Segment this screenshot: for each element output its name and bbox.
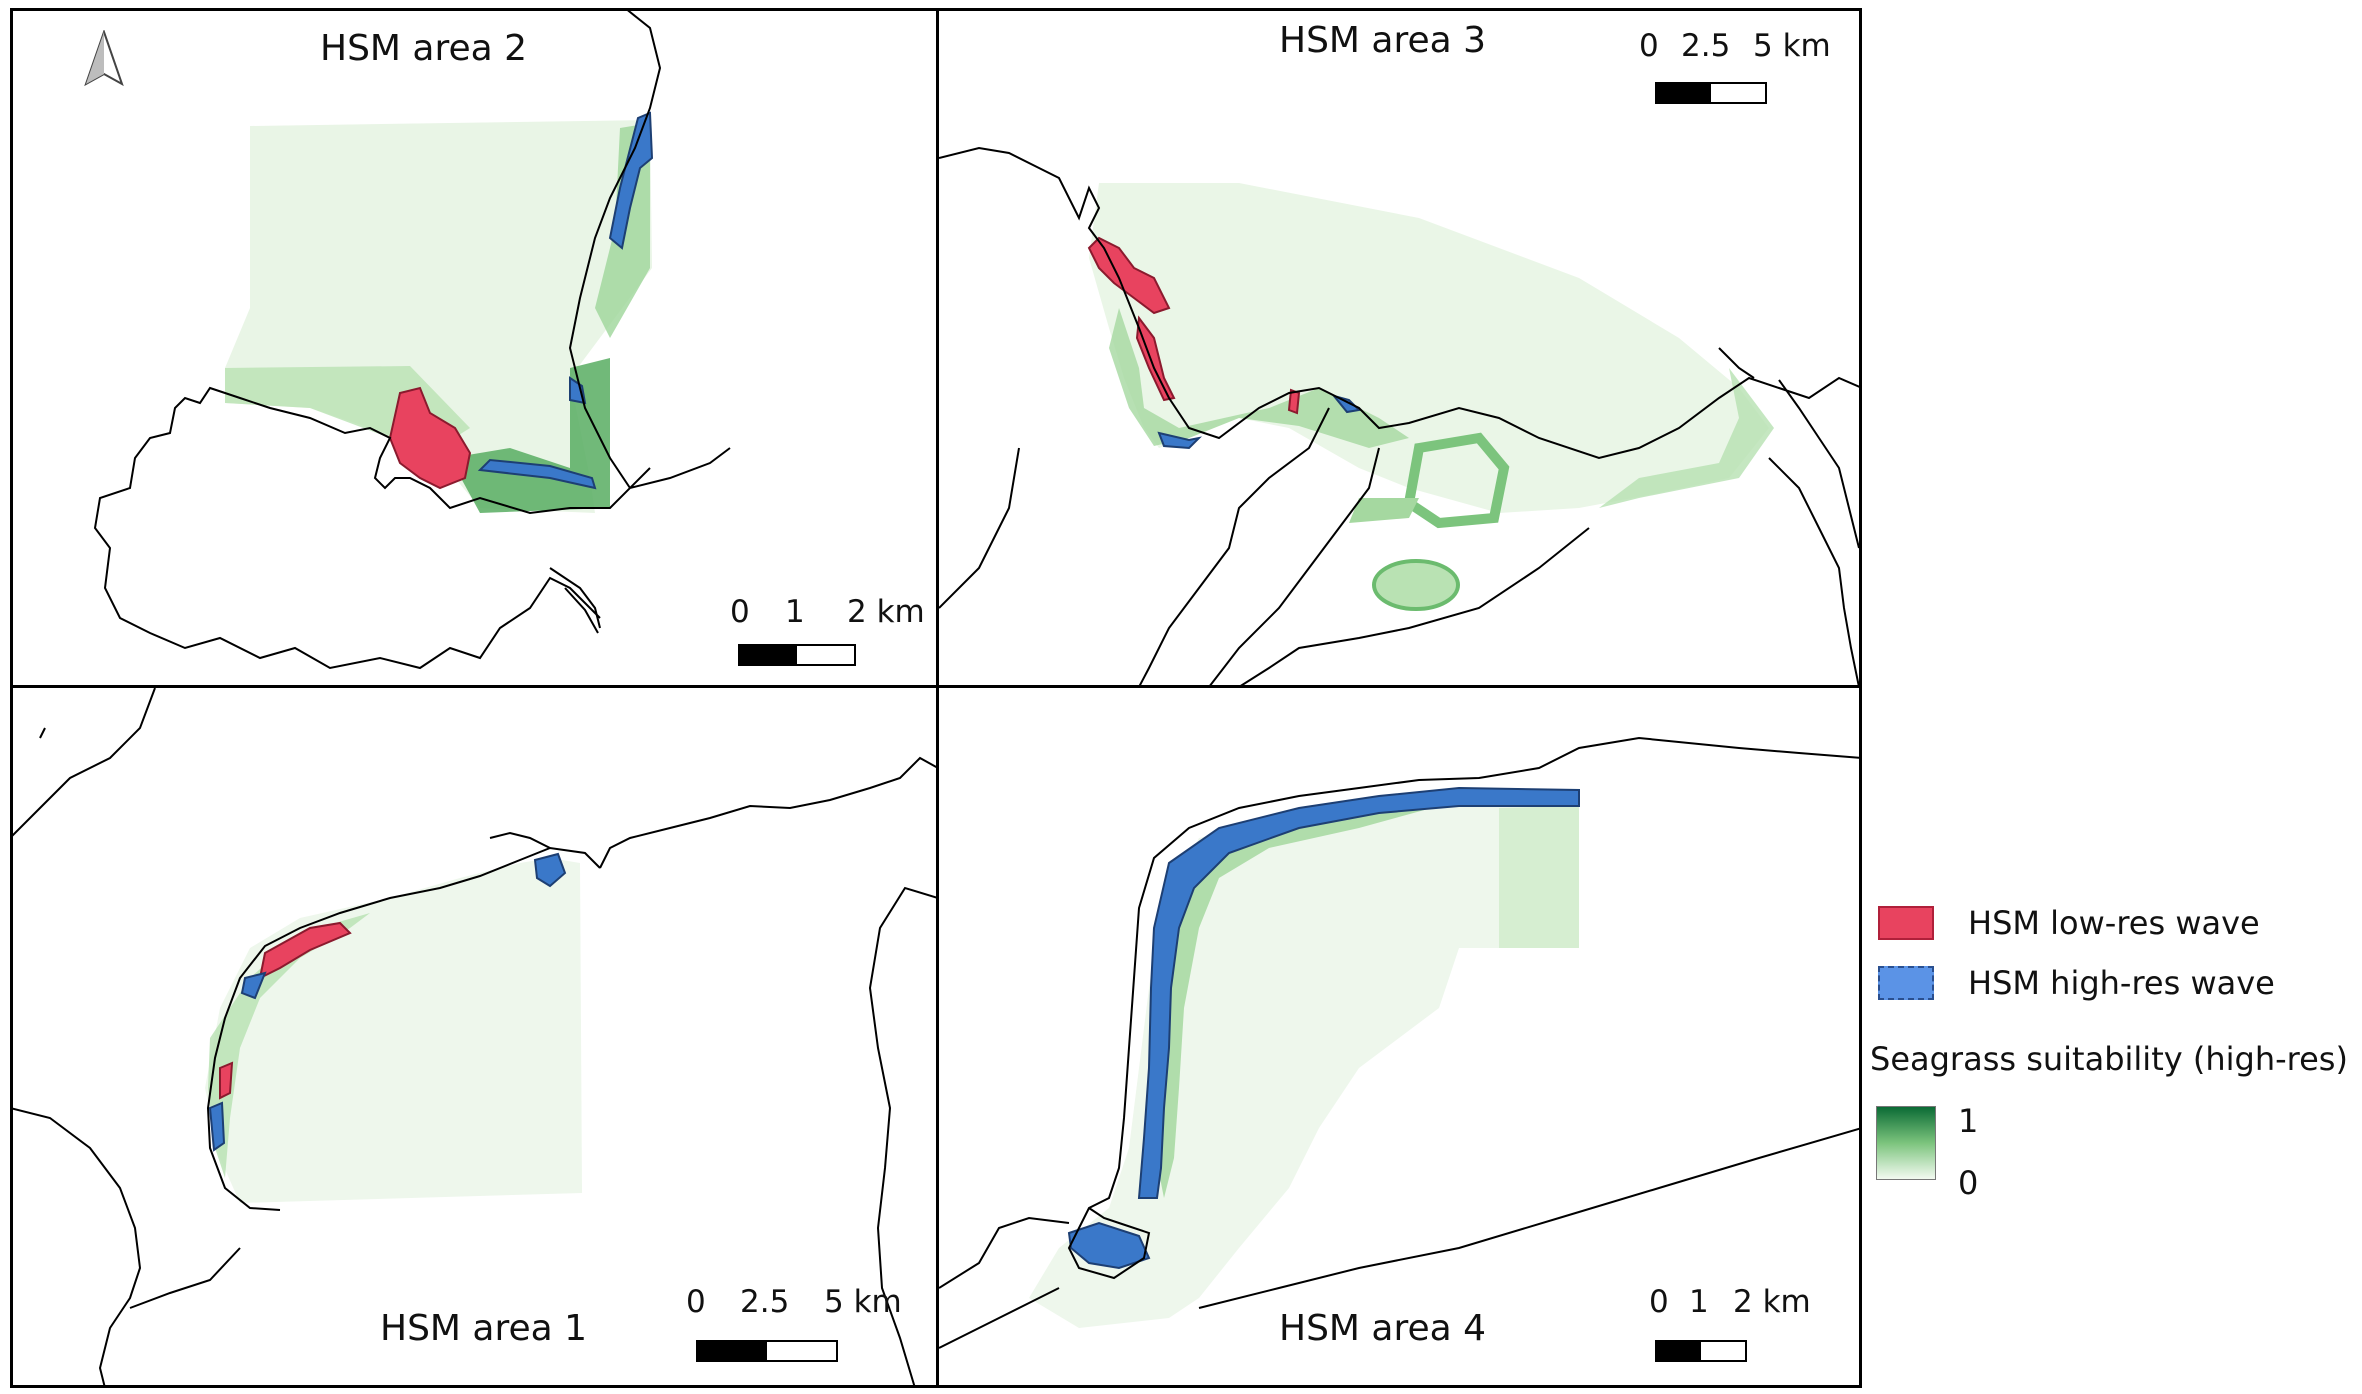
panel-divider-vertical bbox=[936, 8, 939, 1388]
legend-gradient-bar bbox=[1876, 1106, 1936, 1180]
panel-title: HSM area 2 bbox=[320, 28, 528, 69]
high-res-patch bbox=[608, 111, 654, 250]
coastline bbox=[489, 831, 551, 849]
coastline bbox=[1067, 736, 1862, 1280]
high-res-patch bbox=[477, 458, 597, 490]
scalebar-label-2: 2 km bbox=[1733, 1284, 1811, 1320]
coastline bbox=[868, 886, 938, 1388]
map-area-3 bbox=[939, 146, 1862, 687]
scalebar-label-0: 0 bbox=[1649, 1284, 1669, 1320]
scalebar-label-2: 5 km bbox=[1753, 28, 1831, 64]
panel-hsm-area-2: HSM area 2 0 1 2 km bbox=[10, 8, 938, 687]
scalebar-label-0: 0 bbox=[730, 594, 750, 630]
suitability-raster-mid bbox=[1499, 806, 1579, 948]
high-res-patch bbox=[533, 852, 567, 888]
panel-hsm-area-1: HSM area 1 0 2.5 5 km bbox=[10, 688, 938, 1388]
coastline bbox=[10, 846, 601, 1388]
scalebar-label-1: 1 bbox=[1689, 1284, 1709, 1320]
high-res-patch bbox=[240, 971, 267, 1000]
scalebar-label-0: 0 bbox=[686, 1284, 706, 1320]
coastline bbox=[1718, 347, 1860, 687]
scalebar-labels: 0 1 2 km bbox=[1649, 1284, 1839, 1320]
scalebar bbox=[696, 1340, 838, 1362]
panel-hsm-area-3: HSM area 3 0 2.5 5 km bbox=[939, 8, 1862, 687]
scalebar-label-1: 1 bbox=[785, 594, 805, 630]
coastline bbox=[1198, 1127, 1862, 1309]
scalebar bbox=[738, 644, 856, 666]
legend-swatch-low-res bbox=[1878, 906, 1934, 940]
coastline bbox=[93, 8, 731, 670]
legend-gradient-min: 0 bbox=[1958, 1164, 1979, 1202]
legend-label: HSM high-res wave bbox=[1968, 964, 2275, 1002]
scalebar-label-1: 2.5 bbox=[1681, 28, 1731, 64]
map-area-1 bbox=[10, 688, 938, 1388]
sandbank bbox=[1372, 559, 1460, 611]
legend-label: HSM low-res wave bbox=[1968, 904, 2260, 942]
coastline bbox=[1238, 527, 1590, 687]
coastline bbox=[10, 688, 156, 839]
sandbank bbox=[1349, 498, 1419, 523]
coastline bbox=[939, 146, 1862, 460]
panel-hsm-area-4: HSM area 4 0 1 2 km bbox=[939, 688, 1862, 1388]
legend-gradient-title: Seagrass suitability (high-res) bbox=[1870, 1040, 2348, 1078]
map-area-4 bbox=[939, 736, 1862, 1349]
panel-title: HSM area 4 bbox=[1279, 1308, 1487, 1349]
scalebar bbox=[1655, 82, 1767, 104]
suitability-raster-mid bbox=[1109, 308, 1409, 448]
river bbox=[549, 567, 601, 634]
suitability-raster-mid bbox=[208, 913, 370, 1178]
coastline bbox=[1138, 407, 1380, 687]
scalebar-label-1: 2.5 bbox=[740, 1284, 790, 1320]
scalebar-labels: 0 1 2 km bbox=[730, 594, 925, 630]
north-arrow-icon bbox=[84, 30, 124, 87]
scalebar-label-2: 5 km bbox=[824, 1284, 902, 1320]
high-res-patch bbox=[1137, 786, 1580, 1199]
map-area-2 bbox=[93, 8, 731, 670]
coastline bbox=[939, 1287, 1060, 1349]
coastline bbox=[939, 1216, 1070, 1289]
low-res-patch bbox=[219, 1061, 234, 1100]
scalebar-labels: 0 2.5 5 km bbox=[1639, 28, 1849, 64]
suitability-raster bbox=[205, 858, 582, 1203]
coastline bbox=[939, 447, 1020, 609]
high-res-patch bbox=[1331, 394, 1362, 414]
panel-title: HSM area 3 bbox=[1279, 20, 1487, 61]
high-res-patch bbox=[1067, 1221, 1151, 1270]
coastline bbox=[599, 756, 938, 869]
high-res-patch bbox=[208, 1101, 226, 1152]
scalebar-label-2: 2 km bbox=[847, 594, 925, 630]
suitability-raster-mid bbox=[1599, 368, 1774, 508]
scalebar-label-0: 0 bbox=[1639, 28, 1659, 64]
legend-gradient-max: 1 bbox=[1958, 1102, 1979, 1140]
low-res-patch bbox=[388, 386, 472, 490]
panel-title: HSM area 1 bbox=[380, 1308, 588, 1349]
scalebar bbox=[1655, 1340, 1747, 1362]
high-res-patch bbox=[1157, 431, 1203, 450]
panel-divider-horizontal bbox=[10, 685, 1862, 688]
legend-swatch-high-res bbox=[1878, 966, 1934, 1000]
suitability-raster bbox=[1089, 183, 1769, 513]
scalebar-labels: 0 2.5 5 km bbox=[686, 1284, 916, 1320]
